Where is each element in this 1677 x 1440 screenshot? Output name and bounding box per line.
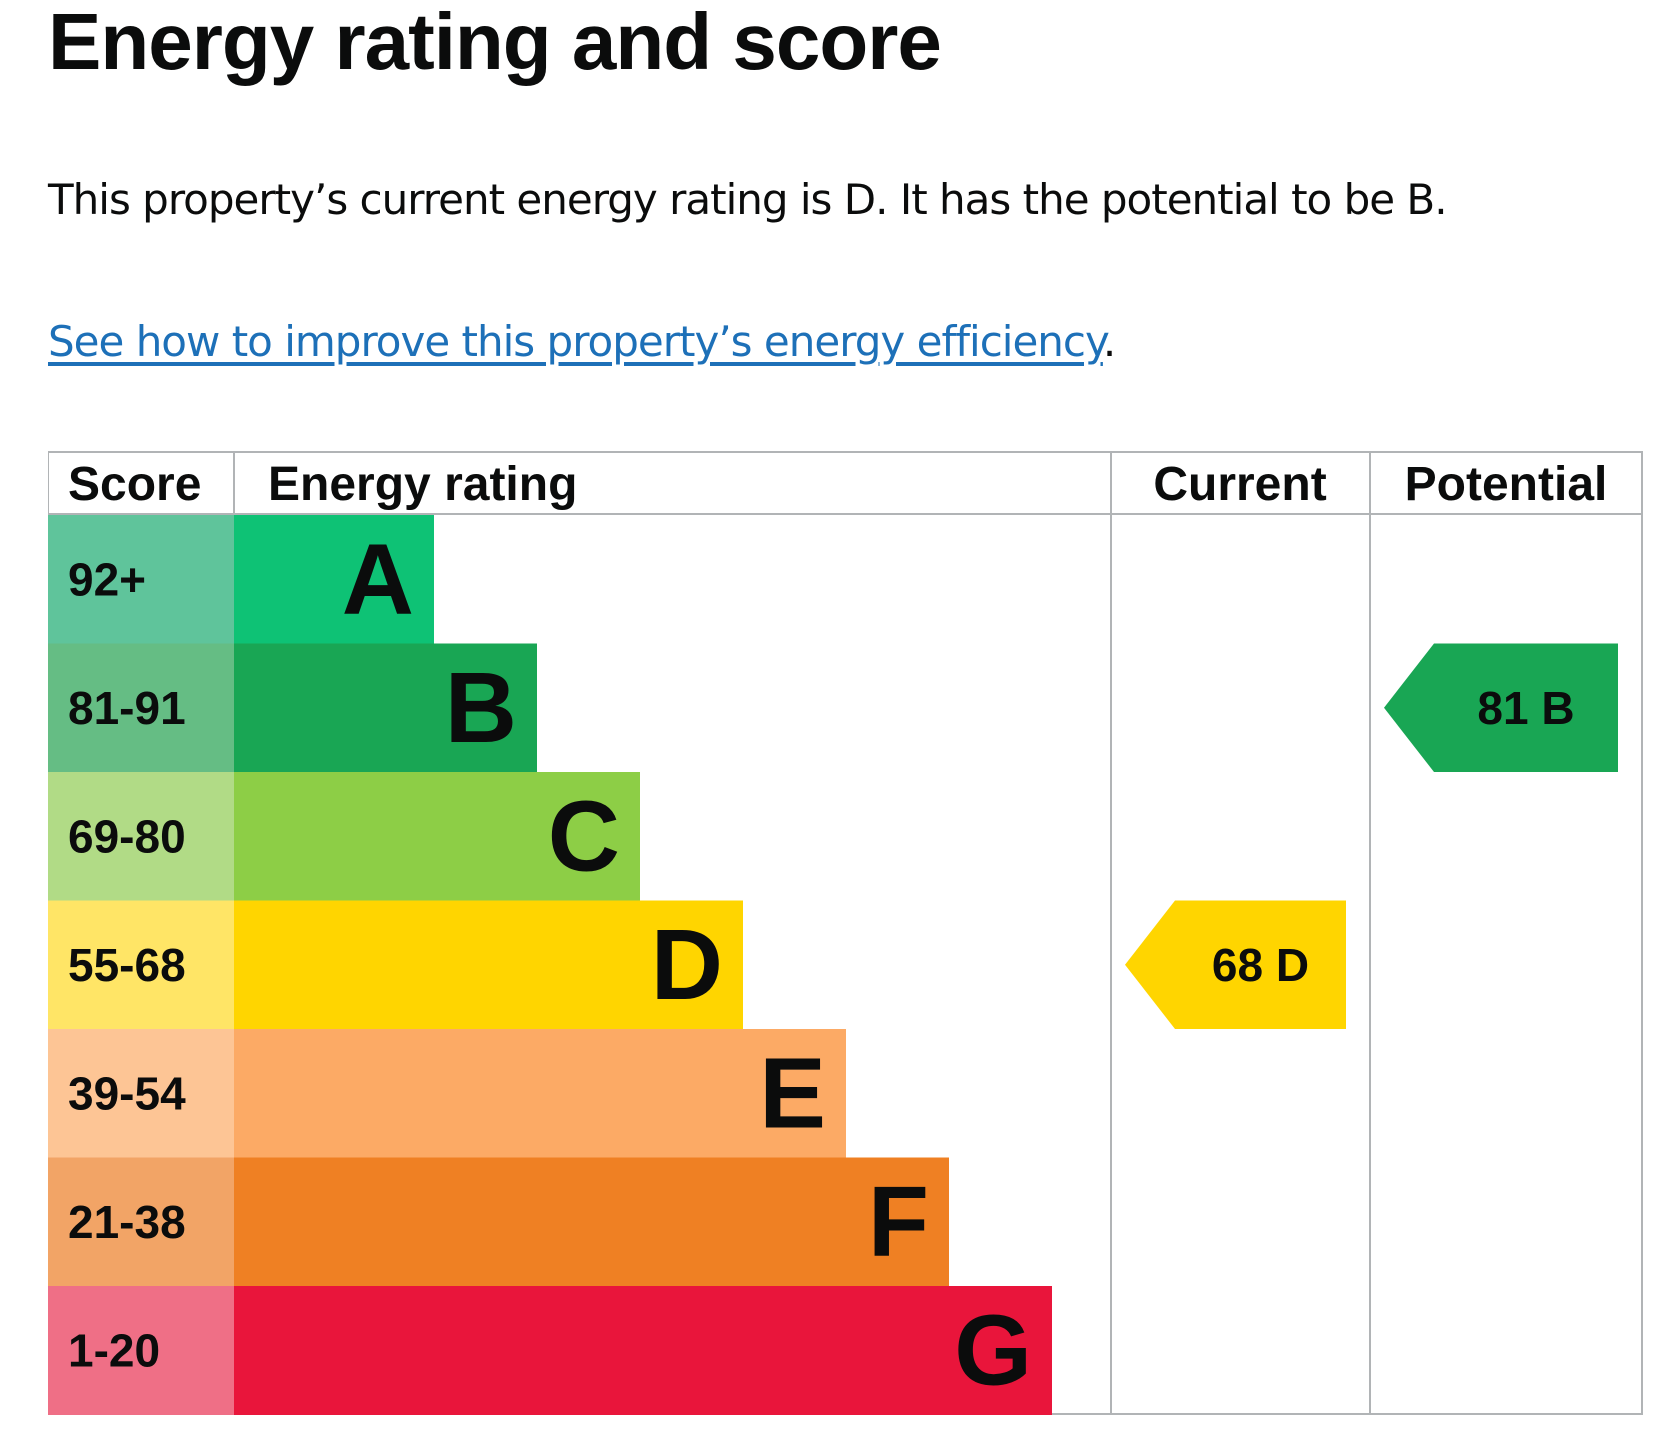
potential-rating-label: 81 B: [1477, 682, 1574, 734]
score-range-e: 39-54: [68, 1067, 186, 1119]
rating-summary: This property’s current energy rating is…: [48, 175, 1448, 224]
page-title: Energy rating and score: [48, 0, 942, 86]
score-range-f: 21-38: [68, 1196, 186, 1248]
rating-letter-a: A: [342, 523, 414, 635]
header-score: Score: [68, 458, 201, 511]
rating-bar-d: [234, 900, 743, 1030]
improve-paragraph: See how to improve this property’s energ…: [48, 314, 1116, 370]
score-cell-d: [48, 900, 234, 1030]
rating-letter-e: E: [759, 1037, 826, 1149]
header-potential: Potential: [1405, 458, 1608, 511]
rating-bar-b: [234, 643, 537, 773]
rating-arrows: 68 D 81 B: [1125, 643, 1618, 1029]
score-range-g: 1-20: [68, 1324, 160, 1376]
improve-link-suffix: .: [1102, 317, 1116, 366]
header-current: Current: [1153, 458, 1326, 511]
rating-letter-g: G: [954, 1294, 1032, 1406]
rating-bands: 92+ A 81-91 B 69-80 C 55-68 D 39-54 E 21-38 F 1-20 G: [48, 515, 1052, 1415]
rating-bar-c: [234, 772, 640, 901]
score-cell-c: [48, 772, 234, 901]
rating-letter-f: F: [868, 1166, 929, 1278]
rating-bar-e: [234, 1029, 846, 1158]
energy-rating-chart: Score Energy rating Current Potential 92…: [48, 451, 1643, 1415]
score-cell-e: [48, 1029, 234, 1158]
score-cell-a: [48, 515, 234, 644]
potential-rating-arrow: [1384, 643, 1618, 772]
score-range-a: 92+: [68, 553, 146, 605]
rating-letter-c: C: [548, 780, 620, 892]
rating-bar-g: [234, 1286, 1052, 1415]
score-range-c: 69-80: [68, 810, 186, 862]
score-cell-g: [48, 1286, 234, 1415]
improve-efficiency-link[interactable]: See how to improve this property’s energ…: [48, 317, 1104, 366]
rating-bar-f: [234, 1157, 949, 1287]
current-rating-arrow: [1125, 900, 1346, 1029]
rating-bar-a: [234, 515, 434, 644]
current-rating-label: 68 D: [1212, 939, 1309, 991]
rating-letter-d: D: [651, 909, 723, 1021]
header-energy-rating: Energy rating: [268, 458, 577, 511]
score-range-d: 55-68: [68, 939, 186, 991]
score-cell-b: [48, 643, 234, 773]
score-cell-f: [48, 1157, 234, 1287]
rating-letter-b: B: [445, 652, 517, 764]
score-range-b: 81-91: [68, 682, 186, 734]
